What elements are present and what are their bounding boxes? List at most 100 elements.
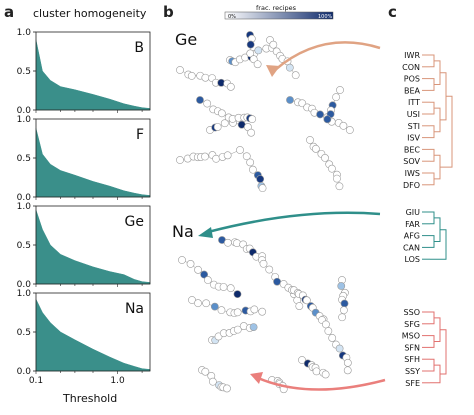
dendrogram-branch <box>430 78 435 91</box>
network-node <box>333 174 341 183</box>
series-label: B <box>134 40 144 56</box>
y-tick-label: 1.0 <box>17 202 32 212</box>
network-node <box>256 175 265 183</box>
network-node <box>250 305 259 314</box>
network-node <box>273 277 281 286</box>
network-node <box>212 154 220 163</box>
network-node <box>337 282 346 290</box>
arrow-head-1 <box>266 65 280 77</box>
area-series-ge <box>35 209 151 285</box>
network-node <box>248 165 257 174</box>
dendrogram-leaf-label: SSO <box>404 308 420 317</box>
dendrogram-branch <box>430 364 441 384</box>
y-tick-label: 0.0 <box>17 367 32 377</box>
colorbar-title: frac. recipes <box>256 4 297 12</box>
network-node <box>178 256 186 264</box>
dendrogram-branch <box>434 107 441 133</box>
dendrogram-branch <box>434 60 441 85</box>
network-node <box>336 86 344 94</box>
dendrogram-branch <box>430 235 435 248</box>
network-node <box>233 308 242 317</box>
network-node <box>311 144 320 153</box>
network-node <box>200 270 209 279</box>
network-node <box>285 63 294 72</box>
arrow-group-2 <box>207 211 381 234</box>
network-node <box>233 239 241 248</box>
network-node <box>322 320 330 329</box>
colorbar-max-label: 100% <box>318 14 333 20</box>
y-tick-label: 0.0 <box>17 193 32 203</box>
network-node <box>306 136 314 144</box>
series-label: Na <box>125 301 144 317</box>
network-node <box>188 296 196 304</box>
network-node <box>223 151 232 160</box>
y-tick-label: 0.0 <box>17 280 32 290</box>
dendrogram-branch <box>430 211 435 225</box>
network-node <box>186 260 195 268</box>
dendrogram-branch <box>430 148 435 162</box>
dendrogram-branch <box>434 317 441 342</box>
network-node <box>201 152 209 161</box>
network-node <box>210 302 219 311</box>
network-node <box>203 276 212 284</box>
area-series-na <box>35 299 151 372</box>
dendrogram-leaf-label: CON <box>402 63 420 72</box>
network-node <box>258 184 267 193</box>
network-node <box>248 115 257 124</box>
network-label-na: Na <box>172 222 194 241</box>
network-node <box>254 46 263 55</box>
y-tick-label: 1.0 <box>17 289 32 299</box>
network-node <box>247 128 256 137</box>
dendrogram-leaf-label: SFG <box>404 320 420 329</box>
network-node <box>321 370 330 379</box>
dendrogram-branch <box>430 311 435 325</box>
dendrogram-branch <box>430 125 435 139</box>
dendrogram-leaf-label: SFN <box>404 343 420 352</box>
network-node <box>323 115 332 124</box>
dendrogram-leaf-label: SFE <box>405 379 420 388</box>
dendrogram-leaf-label: BEA <box>404 86 421 95</box>
network-node <box>176 66 184 74</box>
network-node <box>217 306 226 315</box>
network-node <box>187 71 196 80</box>
series-label: F <box>136 127 144 143</box>
area-series-f <box>35 128 151 198</box>
arrow-head-2 <box>198 227 213 238</box>
network-label-ge: Ge <box>175 30 197 49</box>
network-node <box>269 40 278 49</box>
dendrogram-branch <box>430 101 435 115</box>
network-node <box>340 299 349 308</box>
dendrogram-branch <box>430 358 435 372</box>
network-node <box>343 358 352 367</box>
network-node <box>316 110 325 119</box>
dendrogram-leaf-label: ITT <box>408 98 420 107</box>
dendrogram-leaf-label: POS <box>404 75 420 84</box>
dendrogram-leaf-label: BEC <box>404 145 421 154</box>
network-node <box>217 109 226 118</box>
network-node <box>339 121 348 130</box>
network-node <box>321 154 329 162</box>
network-node <box>201 367 210 376</box>
dendrogram-branch <box>434 217 441 242</box>
dendrogram-branch <box>434 154 441 180</box>
panel-a-title: cluster homogeneity <box>33 7 147 20</box>
network-node <box>223 238 232 247</box>
network-node <box>233 290 242 299</box>
network-node <box>226 284 235 293</box>
network-node <box>223 384 231 393</box>
network-node <box>328 334 337 342</box>
dendrogram-branch <box>440 72 447 121</box>
dendrogram-leaf-label: FAR <box>405 220 420 229</box>
network-node <box>220 119 229 128</box>
colorbar-min-label: 0% <box>228 14 236 20</box>
dendrogram-leaf-label: AFG <box>404 232 420 241</box>
network-node <box>335 182 344 191</box>
dendrogram-leaf-label: IWR <box>404 51 420 60</box>
network-node <box>253 60 262 69</box>
network-node <box>246 49 255 58</box>
dendrogram-leaf-label: STI <box>408 122 420 131</box>
network-node <box>335 344 344 353</box>
x-tick-label: 0.1 <box>29 376 43 386</box>
arrow-group-1 <box>274 41 381 71</box>
